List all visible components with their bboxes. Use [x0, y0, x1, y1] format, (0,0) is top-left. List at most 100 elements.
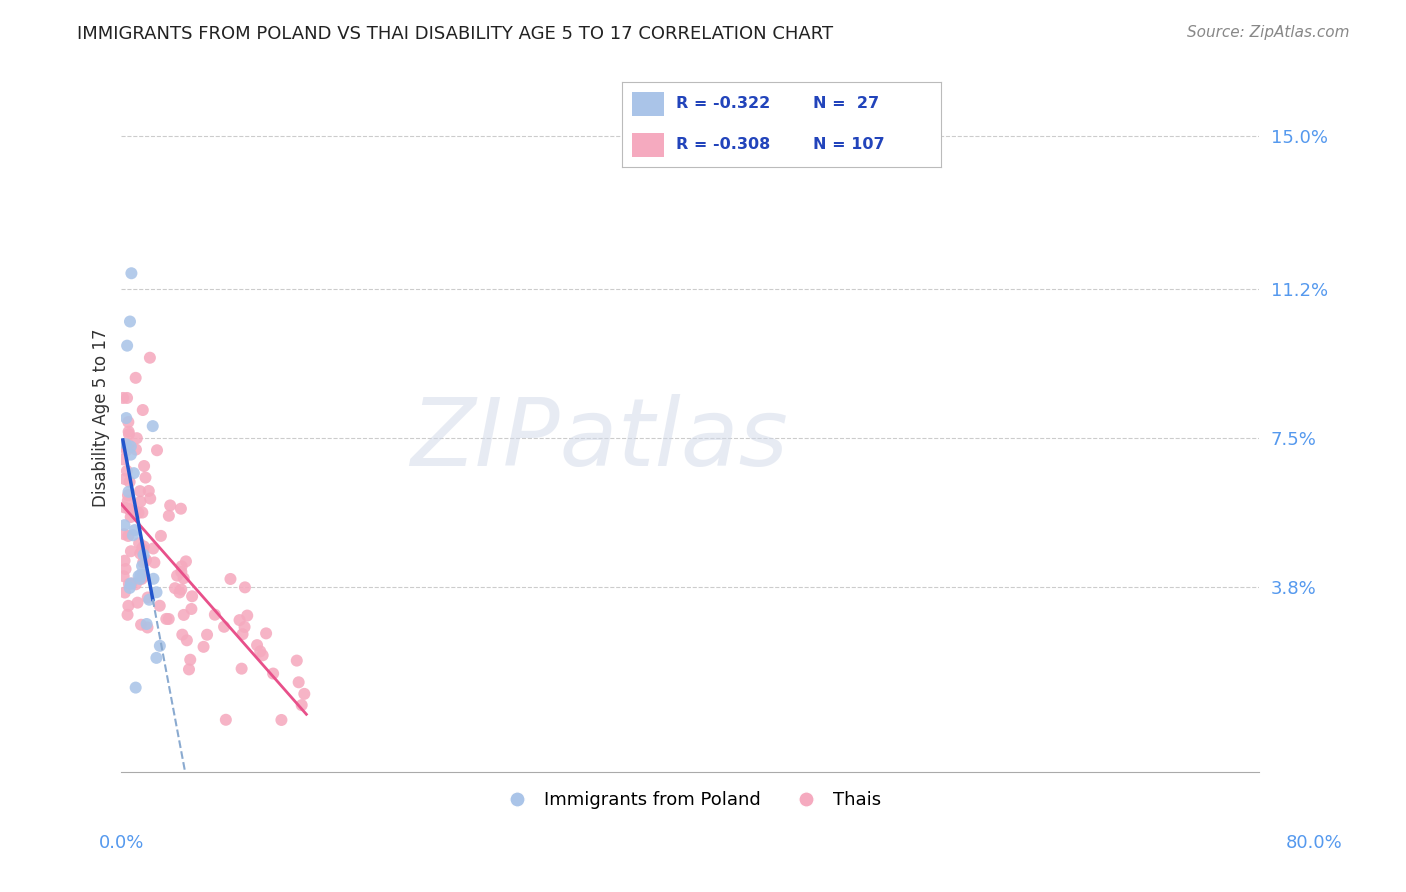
Point — [177, 662, 200, 676]
Point — [132, 403, 155, 417]
Point — [131, 506, 153, 520]
Point — [115, 391, 138, 405]
Point — [129, 617, 152, 632]
Point — [173, 607, 195, 622]
Point — [118, 314, 141, 328]
Point — [112, 527, 135, 541]
Point — [136, 591, 159, 605]
Point — [134, 470, 156, 484]
Point — [236, 608, 259, 623]
Point — [231, 662, 253, 676]
Point — [115, 443, 138, 458]
Point — [115, 437, 138, 451]
Point — [142, 419, 165, 434]
Point — [132, 540, 155, 554]
Point — [132, 568, 155, 582]
Point — [115, 411, 138, 425]
Point — [120, 266, 142, 280]
Point — [131, 545, 153, 559]
Point — [112, 569, 135, 583]
Text: Source: ZipAtlas.com: Source: ZipAtlas.com — [1187, 25, 1350, 40]
Point — [118, 577, 141, 591]
Point — [170, 501, 193, 516]
Point — [128, 569, 150, 583]
Point — [125, 577, 148, 591]
Point — [149, 529, 172, 543]
Point — [115, 339, 138, 353]
Point — [132, 569, 155, 583]
Point — [118, 502, 141, 516]
Point — [114, 554, 136, 568]
Point — [131, 572, 153, 586]
Point — [169, 585, 191, 599]
Point — [149, 639, 172, 653]
Point — [228, 613, 250, 627]
Point — [120, 440, 142, 454]
Text: 80.0%: 80.0% — [1286, 834, 1343, 852]
Point — [204, 607, 226, 622]
Point — [125, 431, 148, 445]
Point — [142, 572, 165, 586]
Y-axis label: Disability Age 5 to 17: Disability Age 5 to 17 — [93, 329, 110, 508]
Point — [233, 580, 256, 594]
Point — [233, 620, 256, 634]
Point — [170, 582, 193, 597]
Point — [121, 528, 143, 542]
Point — [170, 559, 193, 574]
Point — [287, 675, 309, 690]
Point — [246, 638, 269, 652]
Point — [117, 493, 139, 508]
Point — [193, 640, 215, 654]
Point — [181, 589, 204, 603]
Point — [117, 529, 139, 543]
Point — [117, 599, 139, 613]
Point — [129, 484, 152, 499]
Point — [142, 541, 165, 556]
Point — [155, 612, 177, 626]
Point — [117, 415, 139, 429]
Point — [122, 466, 145, 480]
Point — [132, 542, 155, 557]
Point — [138, 592, 160, 607]
Point — [163, 581, 186, 595]
Point — [157, 508, 180, 523]
Point — [128, 572, 150, 586]
Point — [166, 568, 188, 582]
Point — [120, 576, 142, 591]
Point — [127, 506, 149, 520]
Point — [124, 371, 146, 385]
Point — [145, 585, 167, 599]
Point — [135, 553, 157, 567]
Point — [172, 628, 194, 642]
Point — [112, 391, 135, 405]
Point — [195, 628, 218, 642]
Point — [118, 475, 141, 489]
Point — [252, 648, 274, 663]
Point — [149, 599, 172, 613]
Point — [292, 687, 315, 701]
Point — [180, 602, 202, 616]
Point — [173, 571, 195, 585]
Point — [179, 653, 201, 667]
Text: IMMIGRANTS FROM POLAND VS THAI DISABILITY AGE 5 TO 17 CORRELATION CHART: IMMIGRANTS FROM POLAND VS THAI DISABILIT… — [77, 25, 834, 43]
Text: 0.0%: 0.0% — [98, 834, 143, 852]
Point — [117, 488, 139, 502]
Point — [219, 572, 242, 586]
Point — [117, 438, 139, 452]
Point — [114, 518, 136, 533]
Point — [118, 427, 141, 442]
Point — [215, 713, 238, 727]
Point — [132, 548, 155, 562]
Point — [145, 651, 167, 665]
Point — [139, 491, 162, 506]
Point — [128, 536, 150, 550]
Point — [270, 713, 292, 727]
Point — [132, 458, 155, 473]
Point — [146, 443, 169, 458]
Point — [118, 502, 141, 516]
Point — [174, 554, 197, 568]
Point — [157, 612, 180, 626]
Point — [291, 698, 314, 712]
Text: ZIPatlas: ZIPatlas — [411, 393, 789, 485]
Point — [159, 499, 181, 513]
